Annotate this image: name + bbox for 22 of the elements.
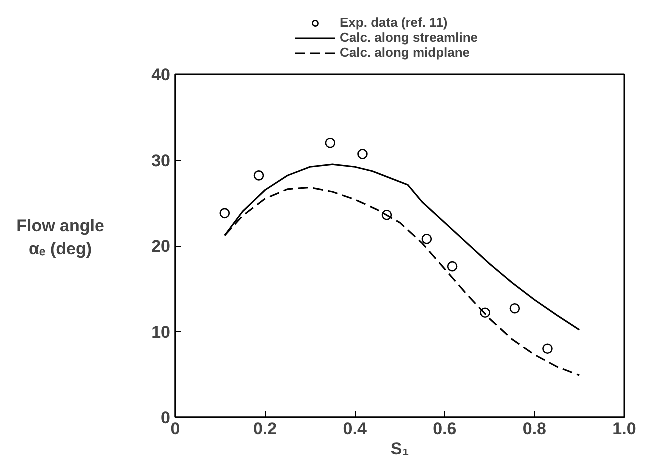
point: [220, 208, 230, 219]
x-tick-label: 0.8: [522, 420, 547, 438]
x-tick-label: 1.0: [612, 420, 636, 438]
y-tick-label: 20: [152, 237, 171, 256]
point: [325, 138, 336, 148]
point: [542, 344, 553, 354]
x-axis-title: S₁: [390, 440, 410, 458]
x-tick-label: 0.2: [253, 420, 278, 438]
legend-label: Exp. data (ref. 11): [340, 15, 448, 30]
x-tick-label: 0.6: [433, 420, 457, 438]
x-tick-label: 0.4: [343, 420, 368, 438]
y-tick-label: 30: [152, 151, 171, 170]
point: [254, 170, 264, 181]
point: [447, 261, 458, 272]
legend-label: Calc. along midplane: [340, 45, 470, 60]
legend-label: Calc. along streamline: [340, 30, 478, 45]
point: [422, 234, 432, 244]
point: [510, 303, 520, 314]
y-tick-label: 40: [152, 66, 171, 84]
y-axis-title: Flow angle αₑ (deg): [16, 216, 104, 258]
point: [358, 149, 368, 160]
y-tick-label: 10: [152, 322, 171, 342]
